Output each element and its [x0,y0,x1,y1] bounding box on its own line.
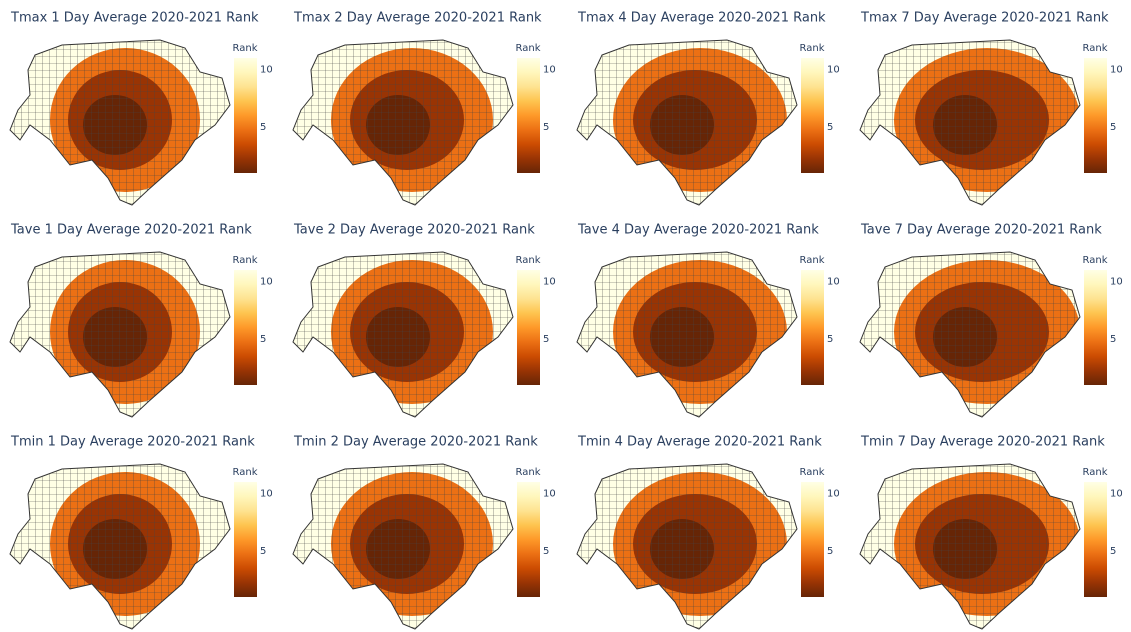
map-panel: Tmax 2 Day Average 2020-2021 Rank Rank 5 10 [283,11,556,221]
map-panel: Tave 1 Day Average 2020-2021 Rank Rank 5 10 [0,223,273,433]
county-lines [0,454,240,632]
county-lines [283,454,523,632]
colorbar-tick-label: 5 [260,334,266,345]
colorbar-tick-label: 5 [543,546,549,557]
colorbar-tick-label: 5 [543,122,549,133]
county-lines [283,30,523,220]
panel-title: Tave 1 Day Average 2020-2021 Rank [10,223,252,238]
colorbar [801,270,824,385]
county-map [0,454,240,632]
colorbar-tick-label: 10 [260,489,273,500]
county-map [850,454,1090,632]
map-panel: Tmin 1 Day Average 2020-2021 Rank Rank 5 10 [0,435,273,632]
colorbar-tick-label: 5 [827,546,833,557]
map-panel: Tmax 7 Day Average 2020-2021 Rank Rank 5 10 [850,11,1123,221]
county-map [567,454,807,632]
colorbar [517,482,540,597]
map-panel: Tmin 4 Day Average 2020-2021 Rank Rank 5 10 [567,435,840,632]
map-panel: Tave 7 Day Average 2020-2021 Rank Rank 5 10 [850,223,1123,433]
colorbar-tick-label: 10 [1110,489,1123,500]
colorbar [517,58,540,173]
map-panel: Tmax 4 Day Average 2020-2021 Rank Rank 5 10 [567,11,840,221]
panel-title: Tave 4 Day Average 2020-2021 Rank [577,223,819,238]
county-lines [850,454,1090,632]
colorbar-tick-label: 5 [543,334,549,345]
panel-title: Tmax 7 Day Average 2020-2021 Rank [860,11,1109,26]
colorbar-tick-label: 10 [260,277,273,288]
colorbar-tick-label: 5 [1110,334,1116,345]
colorbar-tick-label: 5 [827,122,833,133]
colorbar-title: Rank [233,255,258,266]
panel-title: Tmin 1 Day Average 2020-2021 Rank [10,435,255,450]
colorbar [801,58,824,173]
panel-title: Tave 7 Day Average 2020-2021 Rank [860,223,1102,238]
colorbar-tick-label: 10 [827,65,840,76]
colorbar-tick-label: 5 [827,334,833,345]
colorbar-tick-label: 10 [1110,65,1123,76]
county-map [283,242,523,432]
colorbar-title: Rank [516,467,541,478]
colorbar-title: Rank [1083,255,1108,266]
colorbar-title: Rank [233,43,258,54]
county-map [283,30,523,220]
county-lines [283,242,523,432]
colorbar-title: Rank [516,255,541,266]
colorbar-title: Rank [800,43,825,54]
colorbar [1084,482,1107,597]
colorbar-tick-label: 10 [260,65,273,76]
county-lines [850,242,1090,432]
colorbar-title: Rank [516,43,541,54]
map-panel: Tmax 1 Day Average 2020-2021 Rank Rank 5 10 [0,11,273,221]
map-panel: Tmin 7 Day Average 2020-2021 Rank Rank 5 10 [850,435,1123,632]
county-lines [0,242,240,432]
panel-title: Tmin 2 Day Average 2020-2021 Rank [293,435,538,450]
colorbar [801,482,824,597]
colorbar-tick-label: 10 [1110,277,1123,288]
county-map [850,30,1090,220]
county-map [0,30,240,220]
panel-title: Tmax 1 Day Average 2020-2021 Rank [10,11,259,26]
colorbar-tick-label: 5 [1110,122,1116,133]
colorbar-tick-label: 10 [827,277,840,288]
colorbar-tick-label: 5 [260,546,266,557]
colorbar-tick-label: 5 [1110,546,1116,557]
map-grid: Tmax 1 Day Average 2020-2021 Rank Rank 5 10… [0,0,1131,632]
colorbar-tick-label: 10 [543,65,556,76]
county-lines [567,454,807,632]
panel-title: Tmin 4 Day Average 2020-2021 Rank [577,435,822,450]
county-lines [0,30,240,220]
colorbar-title: Rank [800,467,825,478]
colorbar [517,270,540,385]
colorbar-tick-label: 10 [827,489,840,500]
colorbar [234,270,257,385]
map-panel: Tave 2 Day Average 2020-2021 Rank Rank 5 10 [283,223,556,433]
panel-title: Tmin 7 Day Average 2020-2021 Rank [860,435,1105,450]
colorbar-title: Rank [1083,467,1108,478]
map-panel: Tmin 2 Day Average 2020-2021 Rank Rank 5 10 [283,435,556,632]
colorbar [234,58,257,173]
county-lines [567,242,807,432]
colorbar [234,482,257,597]
panel-title: Tmax 4 Day Average 2020-2021 Rank [577,11,826,26]
colorbar-tick-label: 5 [260,122,266,133]
county-map [283,454,523,632]
county-map [567,30,807,220]
county-map [567,242,807,432]
county-lines [850,30,1090,220]
map-panel: Tave 4 Day Average 2020-2021 Rank Rank 5 10 [567,223,840,433]
colorbar-title: Rank [233,467,258,478]
colorbar-title: Rank [800,255,825,266]
panel-title: Tmax 2 Day Average 2020-2021 Rank [293,11,542,26]
county-map [850,242,1090,432]
panel-title: Tave 2 Day Average 2020-2021 Rank [293,223,535,238]
colorbar-title: Rank [1083,43,1108,54]
colorbar-tick-label: 10 [543,489,556,500]
county-lines [567,30,807,220]
colorbar [1084,270,1107,385]
colorbar [1084,58,1107,173]
colorbar-tick-label: 10 [543,277,556,288]
county-map [0,242,240,432]
